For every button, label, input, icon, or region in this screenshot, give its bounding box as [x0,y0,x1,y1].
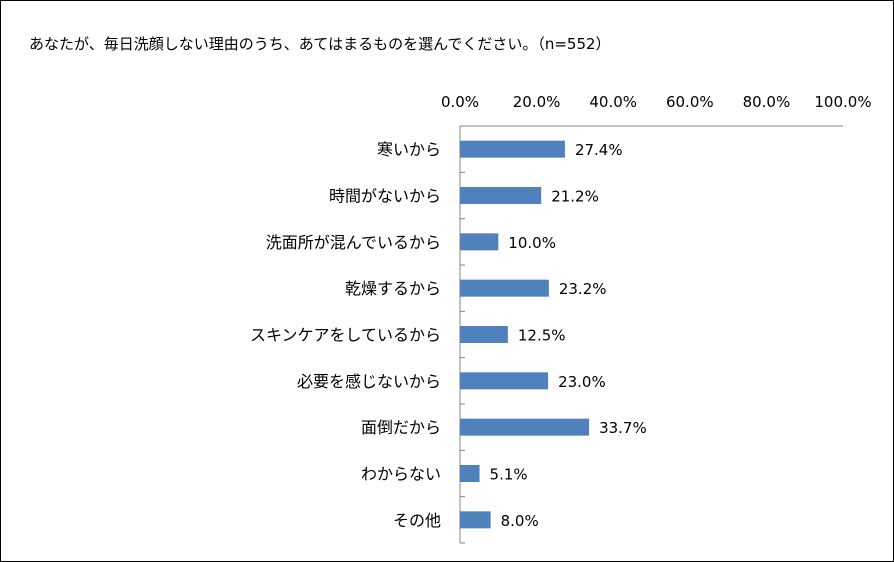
data-label: 33.7% [599,419,647,437]
x-tick-label: 20.0% [513,93,561,111]
bar [460,140,565,158]
category-label: わからない [361,465,441,484]
bar [460,511,491,529]
category-label: 乾燥するから [345,279,441,298]
category-label: 寒いから [377,140,441,159]
data-label: 8.0% [501,512,539,530]
category-label: 面倒だから [361,418,441,437]
bar [460,465,480,482]
category-label: スキンケアをしているから [250,326,441,345]
category-label: 洗面所が混んでいるから [266,233,441,252]
bar [460,372,549,390]
bar [460,233,499,251]
x-tick-label: 0.0% [441,93,479,111]
category-label: その他 [393,511,441,530]
data-label: 12.5% [518,327,566,345]
x-tick-label: 60.0% [666,93,714,111]
data-label: 21.2% [551,188,599,206]
data-label: 27.4% [575,141,623,159]
bar [460,326,508,343]
chart-title: あなたが、毎日洗顔しない理由のうち、あてはまるものを選んでください。（n=552… [29,35,611,53]
bar [460,418,590,436]
category-label: 時間がないから [329,187,441,206]
bar [460,279,549,297]
data-label: 10.0% [508,234,556,252]
x-tick-label: 80.0% [743,93,791,111]
category-label: 必要を感じないから [297,372,441,391]
data-label: 23.2% [559,280,607,298]
data-label: 23.0% [558,373,606,391]
x-tick-label: 100.0% [814,93,871,111]
x-tick-label: 40.0% [589,93,637,111]
data-label: 5.1% [490,466,528,484]
bar [460,187,542,204]
